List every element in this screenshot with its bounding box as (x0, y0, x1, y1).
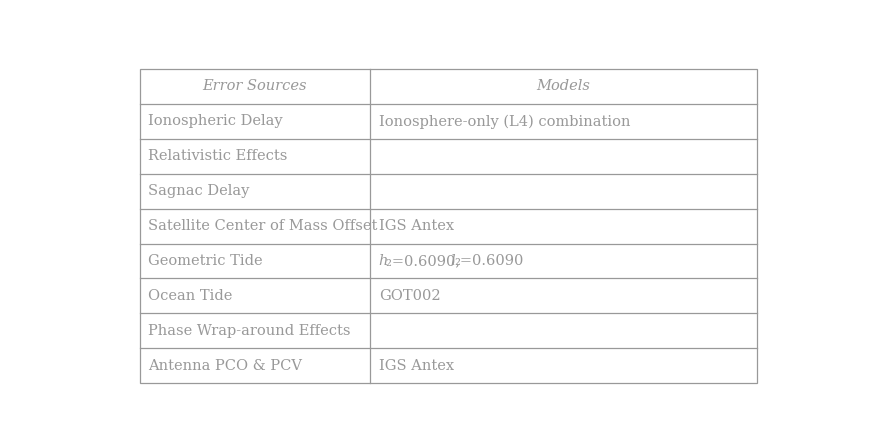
Text: Sagnac Delay: Sagnac Delay (148, 184, 250, 198)
Text: Ionospheric Delay: Ionospheric Delay (148, 114, 283, 128)
Text: IGS Antex: IGS Antex (379, 219, 454, 233)
Text: Models: Models (537, 79, 590, 93)
Text: Geometric Tide: Geometric Tide (148, 254, 263, 268)
Text: ₂=0.6090: ₂=0.6090 (454, 254, 524, 268)
Text: Relativistic Effects: Relativistic Effects (148, 149, 288, 163)
Text: Ocean Tide: Ocean Tide (148, 289, 233, 303)
Text: Ionosphere-only (L4) combination: Ionosphere-only (L4) combination (379, 114, 630, 128)
Text: Phase Wrap-around Effects: Phase Wrap-around Effects (148, 324, 351, 338)
Text: l: l (450, 254, 456, 268)
Text: Satellite Center of Mass Offset: Satellite Center of Mass Offset (148, 219, 378, 233)
Text: Antenna PCO & PCV: Antenna PCO & PCV (148, 359, 302, 373)
Text: Error Sources: Error Sources (203, 79, 307, 93)
Text: IGS Antex: IGS Antex (379, 359, 454, 373)
Text: GOT002: GOT002 (379, 289, 440, 303)
Text: h: h (379, 254, 388, 268)
Text: ₂=0.6090,: ₂=0.6090, (386, 254, 470, 268)
